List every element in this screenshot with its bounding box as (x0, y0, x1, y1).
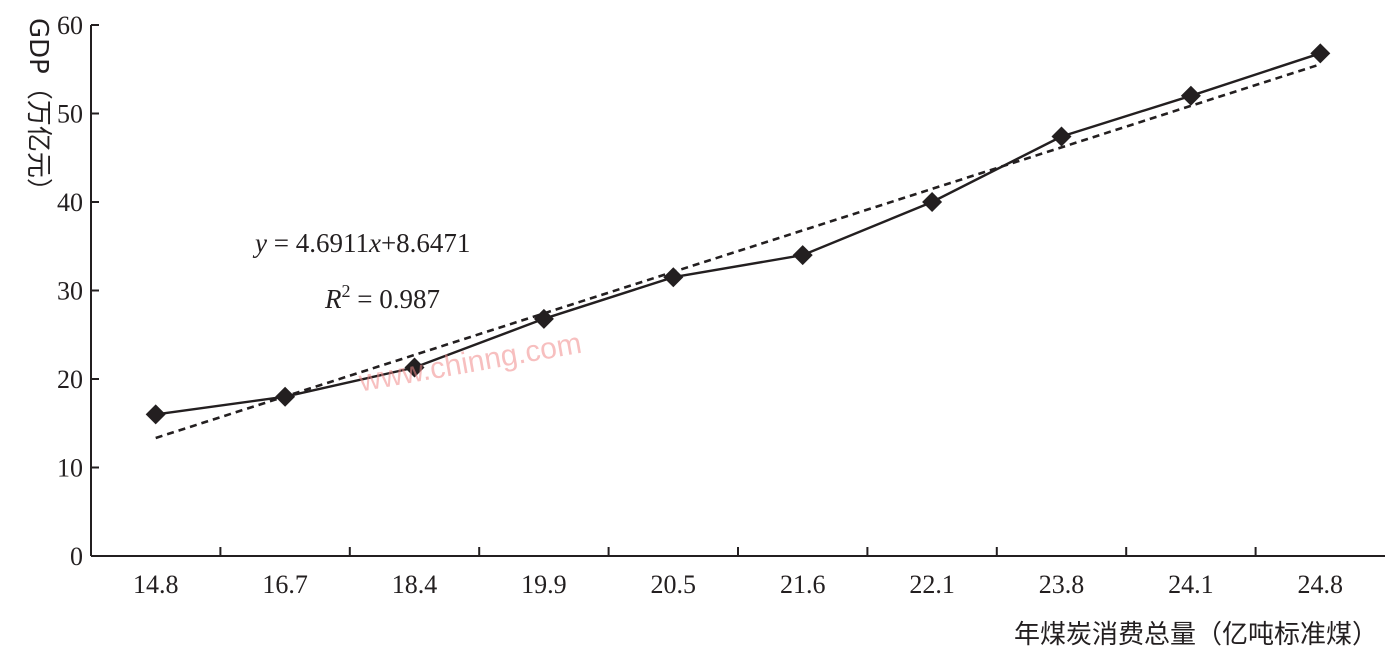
x-tick-label: 23.8 (1039, 570, 1085, 599)
y-tick-label: 60 (57, 11, 83, 40)
y-tick-label: 40 (57, 188, 83, 217)
x-tick-label: 24.1 (1168, 570, 1214, 599)
y-axis-label: GDP（万亿元） (23, 18, 53, 204)
r2-value: = 0.987 (351, 284, 440, 314)
y-tick-label: 20 (57, 365, 83, 394)
x-tick-label: 14.8 (133, 570, 179, 599)
x-tick-label: 20.5 (651, 570, 697, 599)
y-tick-label: 30 (57, 277, 83, 306)
eq-y: y (252, 228, 267, 258)
data-point (404, 357, 425, 378)
data-point (1310, 43, 1331, 64)
data-point (1051, 126, 1072, 147)
eq-intercept: +8.6471 (381, 228, 470, 258)
data-point (1180, 85, 1201, 106)
r-squared: R2 = 0.987 (324, 281, 440, 314)
x-tick-label: 19.9 (521, 570, 567, 599)
r2-sup: 2 (342, 281, 351, 301)
r2-r: R (324, 284, 342, 314)
x-axis-label: 年煤炭消费总量（亿吨标准煤） (1014, 620, 1378, 650)
eq-slope: = 4.6911 (267, 228, 369, 258)
x-tick-label: 18.4 (392, 570, 438, 599)
series (155, 52, 1321, 416)
data-point (792, 245, 813, 266)
x-tick-label: 21.6 (780, 570, 826, 599)
y-tick-label: 10 (57, 454, 83, 483)
y-ticks: 0 10 20 30 40 50 60 (57, 11, 99, 571)
x-tick-label: 24.8 (1298, 570, 1344, 599)
x-tick-label: 16.7 (262, 570, 308, 599)
data-point (275, 386, 296, 407)
y-tick-label: 50 (57, 100, 83, 129)
data-point (533, 308, 554, 329)
eq-x: x (368, 228, 381, 258)
trendline-equation: y = 4.6911x+8.6471 (252, 228, 470, 258)
data-point (663, 267, 684, 288)
data-point (922, 192, 943, 212)
data-point (145, 404, 166, 425)
series-line (155, 52, 1321, 416)
x-ticks: 14.8 16.7 18.4 19.9 20.5 21.6 22.1 23.8 24.1 24.8 (133, 547, 1343, 599)
y-tick-label: 0 (70, 542, 83, 571)
x-tick-label: 22.1 (909, 570, 955, 599)
markers (145, 43, 1331, 425)
